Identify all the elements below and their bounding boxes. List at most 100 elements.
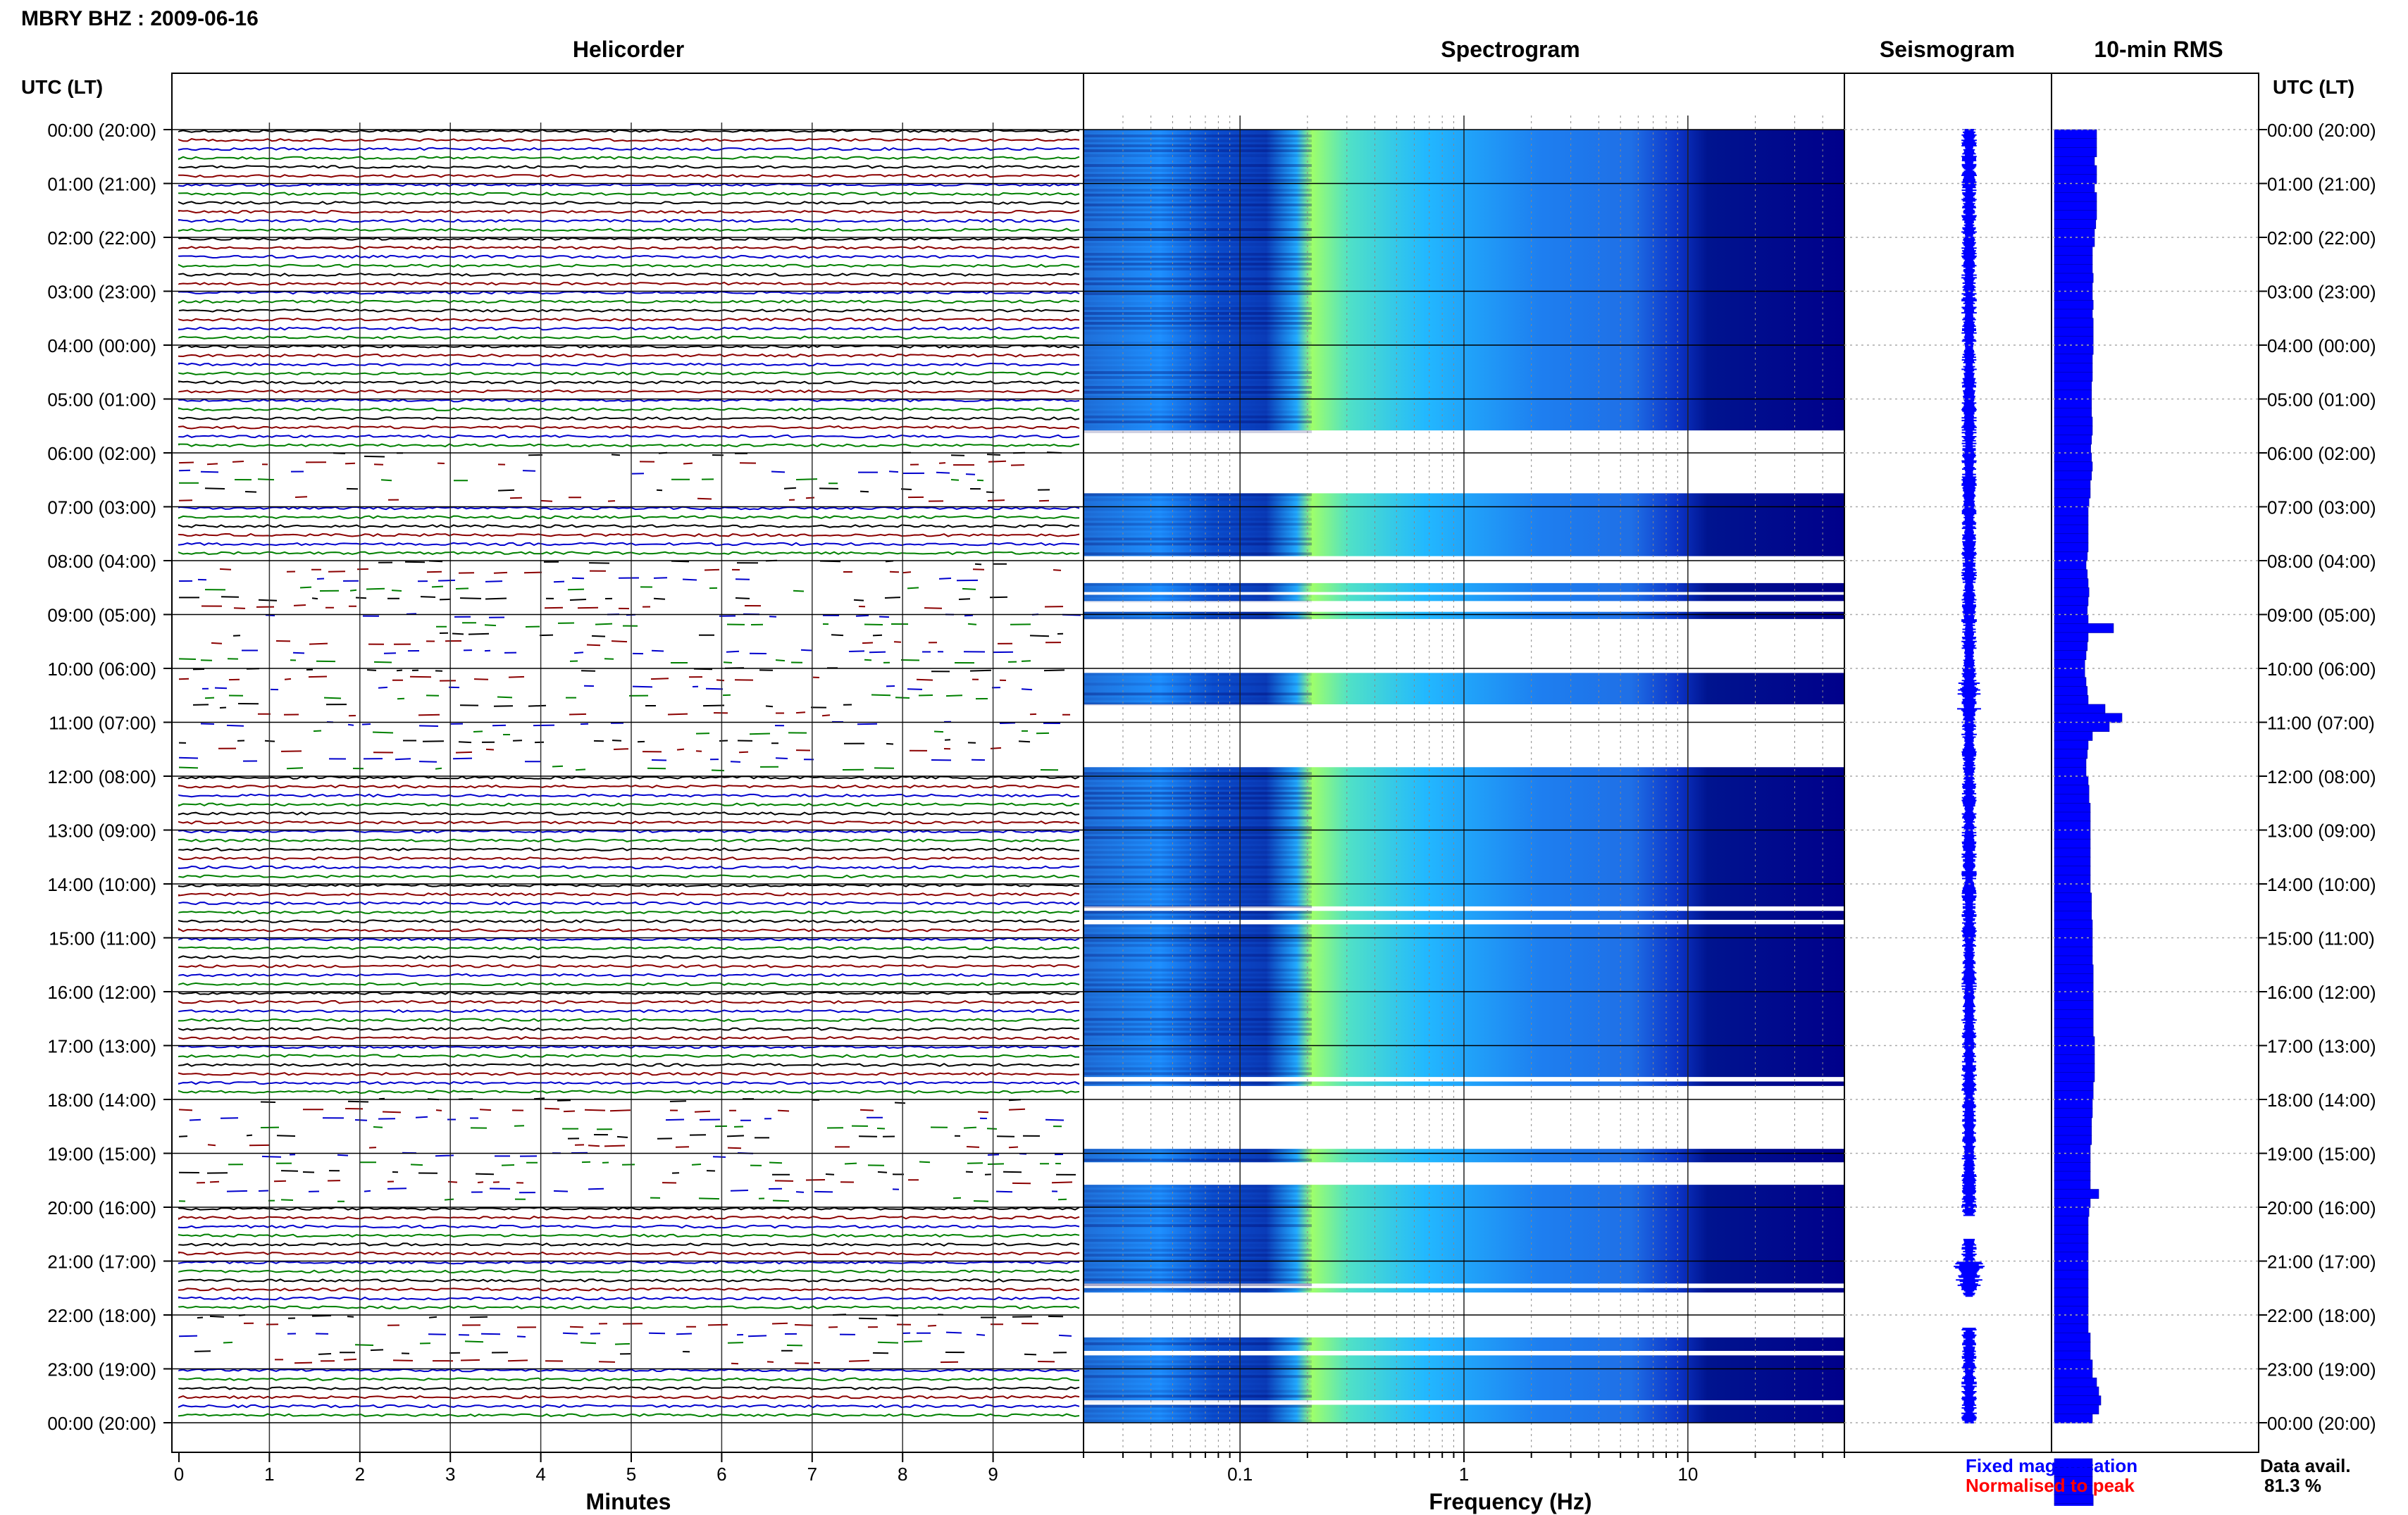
rms-bar (2054, 686, 2088, 697)
spectrogram-band (1084, 1244, 1312, 1247)
helicorder-trace (178, 1018, 1080, 1023)
helicorder-trace (178, 524, 1080, 528)
hour-label-left: 20:00 (16:00) (47, 1197, 156, 1218)
helicorder-trace (178, 1251, 1080, 1256)
rms-bar (2054, 1225, 2089, 1235)
hour-label-right: 12:00 (08:00) (2267, 766, 2376, 787)
helicorder-trace (178, 1035, 1080, 1040)
helicorder-trace (435, 622, 1031, 628)
hour-label-right: 08:00 (04:00) (2267, 551, 2376, 572)
helicorder-trace (178, 1296, 1080, 1301)
hour-label-right: 23:00 (19:00) (2267, 1359, 2376, 1380)
spectrogram-band (1084, 135, 1312, 137)
rms-bar (2054, 1261, 2089, 1271)
spectrogram-band (1084, 1259, 1312, 1262)
spectrogram-band (1084, 806, 1312, 810)
spectrogram-band (1084, 594, 1312, 598)
spectrogram-band (1084, 890, 1312, 894)
helicorder-trace (178, 901, 1080, 906)
spectrogram-band (1084, 1195, 1312, 1198)
rms-bar (2054, 766, 2087, 777)
rms-bar (2054, 964, 2094, 975)
spectrogram-band (1084, 282, 1312, 285)
hour-label-left: 04:00 (00:00) (47, 335, 156, 356)
rms-bar (2054, 389, 2092, 400)
spectrogram-band (1084, 411, 1312, 413)
rms-bar (2054, 902, 2092, 912)
spectrogram-band (1084, 1062, 1312, 1066)
spectrogram-band (1084, 356, 1312, 359)
spectrogram-band (1084, 682, 1312, 686)
spectrogram-band (1084, 179, 1312, 182)
hour-label-left: 17:00 (13:00) (47, 1036, 156, 1057)
rms-bar (2054, 138, 2097, 149)
spectrogram-band (1084, 924, 1312, 928)
hour-label-right: 07:00 (03:00) (2267, 497, 2376, 518)
rms-bar (2054, 740, 2089, 750)
spectrogram-band (1084, 537, 1312, 541)
spectrogram-band (1084, 1052, 1312, 1056)
spectrogram-band (1084, 1273, 1312, 1277)
rms-bar (2054, 866, 2091, 876)
spectrogram-band (1084, 552, 1312, 556)
helicorder-trace (178, 1377, 1080, 1382)
rms-bar (2054, 830, 2091, 840)
spectrogram-band (1084, 503, 1312, 506)
spectrogram-band (1084, 243, 1312, 246)
spectrogram-band (1084, 139, 1312, 142)
helicorder-trace (178, 856, 1080, 861)
helicorder-trace (201, 604, 1064, 610)
panel-frame (1844, 73, 2052, 1453)
hour-label-right: 14:00 (10:00) (2267, 874, 2376, 895)
helicorder-trace (178, 434, 1080, 439)
helicorder-trace (178, 1305, 1080, 1310)
minute-tick-label: 4 (535, 1464, 545, 1485)
hour-label-right: 00:00 (20:00) (2267, 120, 2376, 141)
spectrogram-band (1084, 841, 1312, 844)
rms-bar (2054, 1297, 2089, 1307)
spectrogram-band (1084, 1404, 1312, 1408)
rms-bar (2054, 1000, 2094, 1011)
spectrogram-band (1084, 1149, 1312, 1152)
spectrogram-band (1084, 588, 1312, 591)
spectrogram-band (1084, 851, 1312, 854)
spectrogram-band (1084, 1395, 1312, 1398)
hour-label-right: 02:00 (22:00) (2267, 227, 2376, 249)
rms-bar (2054, 435, 2092, 445)
rms-bar (2054, 1333, 2091, 1343)
spectrogram-band (1084, 199, 1312, 201)
spectrogram-band (1084, 184, 1312, 187)
rms-bar (2054, 425, 2093, 436)
rms-bar (2054, 1054, 2095, 1064)
spectrogram-band (1084, 381, 1312, 384)
helicorder-trace (178, 344, 1080, 349)
data-availability-label: Data avail. (2260, 1455, 2351, 1476)
helicorder-trace (178, 756, 986, 763)
rms-bar (2054, 605, 2088, 616)
rms-bar (2054, 1072, 2095, 1083)
spectrogram-band (1084, 911, 1312, 914)
rms-bar (2054, 847, 2091, 858)
helicorder-trace (178, 218, 1080, 223)
rms-bar (2054, 1350, 2091, 1361)
helicorder-trace (178, 146, 1080, 151)
helicorder-trace (223, 1340, 923, 1347)
spectrogram-band (1084, 1370, 1312, 1373)
spectrogram-band (1084, 297, 1312, 300)
spectrogram-band (1084, 866, 1312, 869)
rms-bar (2054, 344, 2094, 355)
spectrogram-xlabel: Frequency (Hz) (1429, 1489, 1592, 1514)
spectrogram-band (1084, 248, 1312, 251)
panel-frame (2051, 73, 2259, 1453)
rms-bar (2054, 335, 2094, 346)
hour-label-right: 00:00 (20:00) (2267, 1413, 2376, 1434)
rms-bar (2054, 641, 2088, 651)
spectrogram-band (1084, 802, 1312, 805)
helicorder-trace (226, 1187, 1058, 1194)
minute-tick-label: 3 (445, 1464, 455, 1485)
helicorder-trace (178, 551, 1080, 556)
hour-label-right: 18:00 (14:00) (2267, 1090, 2376, 1111)
spectrogram-band (1084, 1288, 1312, 1291)
minute-tick-label: 7 (807, 1464, 817, 1485)
spectrogram-band (1084, 1249, 1312, 1252)
